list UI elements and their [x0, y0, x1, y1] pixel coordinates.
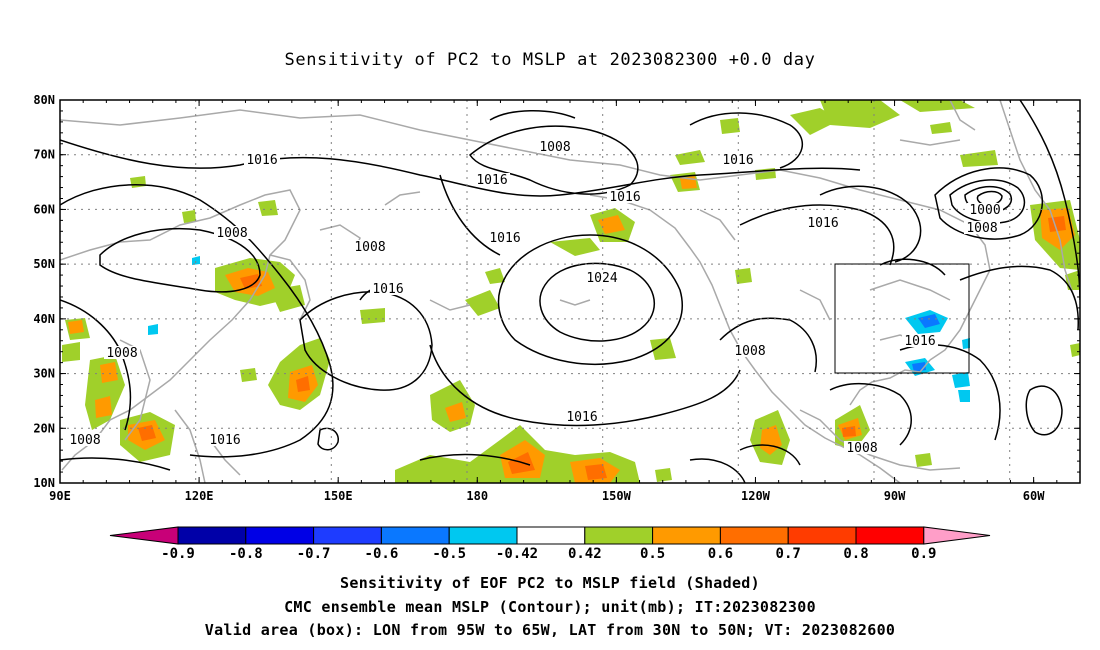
contour-label: 1016: [489, 231, 520, 246]
lat-label: 20N: [33, 421, 55, 435]
contour-label-bg: [720, 153, 756, 166]
colorbar-segment: [177, 526, 247, 545]
colorbar-segment: [855, 526, 925, 545]
colorbar-label: -0.8: [229, 546, 263, 562]
colorbar-segment: [719, 526, 789, 545]
contour-label: 1016: [372, 282, 403, 297]
lat-label: 70N: [33, 148, 55, 162]
colorbar-segment: [516, 526, 586, 545]
contour-label: 1016: [609, 190, 640, 205]
colorbar: [109, 526, 991, 545]
colorbar-label: 0.42: [568, 546, 602, 562]
contour-label: 1016: [476, 173, 507, 188]
contour-label: 1008: [69, 433, 100, 448]
colorbar-label: 0.8: [843, 546, 868, 562]
lat-label: 40N: [33, 312, 55, 326]
caption-valid-area: Valid area (box): LON from 95W to 65W, L…: [204, 621, 896, 639]
longitude-labels: 90E 120E 150E 180 150W 120W 90W 60W: [49, 489, 1045, 503]
contour-label-bg: [844, 441, 880, 454]
lat-label: 60N: [33, 202, 55, 216]
lon-label: 90E: [49, 489, 71, 503]
contour-label: 1016: [246, 153, 277, 168]
lon-label: 90W: [884, 489, 906, 503]
lat-label: 10N: [33, 476, 55, 490]
contour-label: 1024: [586, 271, 617, 286]
colorbar-label: -0.7: [297, 546, 331, 562]
contour-label-bg: [584, 271, 620, 284]
lat-label: 80N: [33, 93, 55, 107]
contour-label: 1008: [846, 441, 877, 456]
colorbar-segment: [245, 526, 315, 545]
colorbar-label: -0.6: [365, 546, 399, 562]
contour-label-bg: [352, 240, 388, 253]
coastlines: [60, 100, 1076, 483]
caption-shading: Sensitivity of EOF PC2 to MSLP field (Sh…: [340, 574, 760, 592]
contour-label: 1008: [216, 226, 247, 241]
contour-labels: 1008 1016 1016 1016 1016 1016 1008 1016 1008 1016…: [67, 140, 1003, 456]
contour-label: 1016: [807, 216, 838, 231]
lat-label: 50N: [33, 257, 55, 271]
contour-label: 1016: [722, 153, 753, 168]
colorbar-label: 0.5: [640, 546, 665, 562]
caption-contour: CMC ensemble mean MSLP (Contour); unit(m…: [284, 598, 816, 616]
contour-label: 1016: [209, 433, 240, 448]
contour-label-bg: [104, 346, 140, 359]
colorbar-segment: [584, 526, 654, 545]
colorbar-segment: [380, 526, 450, 545]
contour-label-bg: [607, 190, 643, 203]
colorbar-label: -0.9: [161, 546, 195, 562]
colorbar-under-triangle: [109, 526, 179, 545]
latitude-labels: 80N 70N 60N 50N 40N 30N 20N 10N: [33, 93, 55, 490]
contour-label-bg: [487, 231, 523, 244]
contour-label: 1008: [539, 140, 570, 155]
contour-label-bg: [967, 203, 1003, 216]
colorbar-label: 0.9: [911, 546, 936, 562]
colorbar-segment: [652, 526, 721, 545]
colorbar-segment: [313, 526, 382, 545]
lon-label: 60W: [1023, 489, 1045, 503]
contour-label-bg: [564, 410, 600, 423]
colorbar-label: -0.42: [496, 546, 538, 562]
contour-label: 1008: [734, 344, 765, 359]
mslp-contours: [60, 100, 1080, 483]
contour-label-bg: [207, 433, 243, 446]
valid-area-box: [834, 263, 970, 374]
colorbar-segment: [787, 526, 857, 545]
colorbar-segment: [448, 526, 518, 545]
contour-label: 1008: [966, 221, 997, 236]
contour-label: 1008: [354, 240, 385, 255]
contour-label-bg: [732, 344, 768, 357]
contour-label: 1016: [566, 410, 597, 425]
lon-label: 120E: [185, 489, 214, 503]
contour-label-bg: [214, 226, 250, 239]
lon-label: 180: [466, 489, 488, 503]
lon-label: 150E: [324, 489, 353, 503]
contour-label-bg: [805, 216, 841, 229]
contour-label: 1008: [106, 346, 137, 361]
colorbar-label: -0.5: [432, 546, 466, 562]
lon-label: 120W: [741, 489, 771, 503]
lat-label: 30N: [33, 367, 55, 381]
contour-label: 1016: [904, 334, 935, 349]
contour-label: 1000: [969, 203, 1000, 218]
contour-label-bg: [244, 153, 280, 166]
contour-label-bg: [964, 221, 1000, 234]
colorbar-labels: -0.9 -0.8 -0.7 -0.6 -0.5 -0.42 0.42 0.5 0.6 0.7 0.…: [161, 546, 936, 562]
contour-label-bg: [370, 282, 406, 295]
contour-label-bg: [67, 433, 103, 446]
lon-label: 150W: [602, 489, 632, 503]
contour-label-bg: [902, 334, 938, 347]
contour-label-bg: [474, 173, 510, 186]
axis-ticks: [59, 99, 1080, 484]
colorbar-label: 0.7: [776, 546, 801, 562]
contour-label-bg: [537, 140, 573, 153]
colorbar-over-triangle: [923, 526, 991, 545]
colorbar-label: 0.6: [708, 546, 733, 562]
chart-title: Sensitivity of PC2 to MSLP at 2023082300…: [284, 50, 816, 70]
lat-lon-grid: [60, 100, 1080, 483]
